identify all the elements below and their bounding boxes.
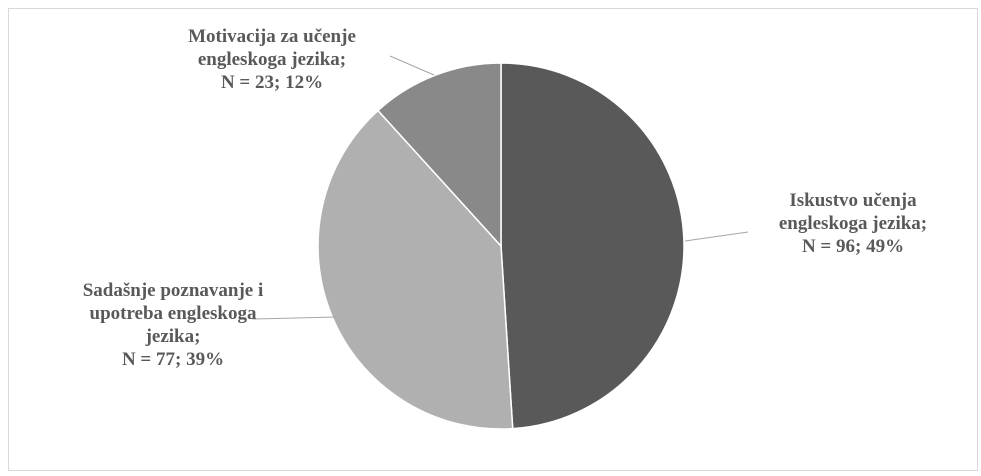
slice-label-line: upotreba engleskoga xyxy=(90,303,257,324)
slice-label-line: N = 23; 12% xyxy=(221,72,323,93)
slice-label-line: Sadašnje poznavanje i xyxy=(83,280,264,301)
slice-label-line: Iskustvo učenja xyxy=(789,190,917,211)
leader-line-3 xyxy=(389,55,435,76)
slice-label-line: engleskoga jezika; xyxy=(779,213,927,234)
slice-label-line: jezika; xyxy=(145,326,201,347)
leader-line-2 xyxy=(251,316,338,320)
slice-label-line: N = 77; 39% xyxy=(122,349,224,370)
leader-line-1 xyxy=(684,231,749,242)
slice-label-2: Sadašnje poznavanje i upotreba engleskoga… xyxy=(83,280,264,370)
slice-label-1: Iskustvo učenja engleskoga jezika; N = 96;… xyxy=(779,190,927,257)
slice-label-line: Motivacija za učenje xyxy=(188,26,356,47)
slice-label-line: engleskoga jezika; xyxy=(198,49,346,70)
pie-slice-1 xyxy=(500,62,685,430)
pie-slice-3 xyxy=(376,62,502,248)
slice-label-3: Motivacija za učenje engleskoga jezika; N … xyxy=(188,26,356,93)
slice-label-line: N = 96; 49% xyxy=(802,236,904,257)
